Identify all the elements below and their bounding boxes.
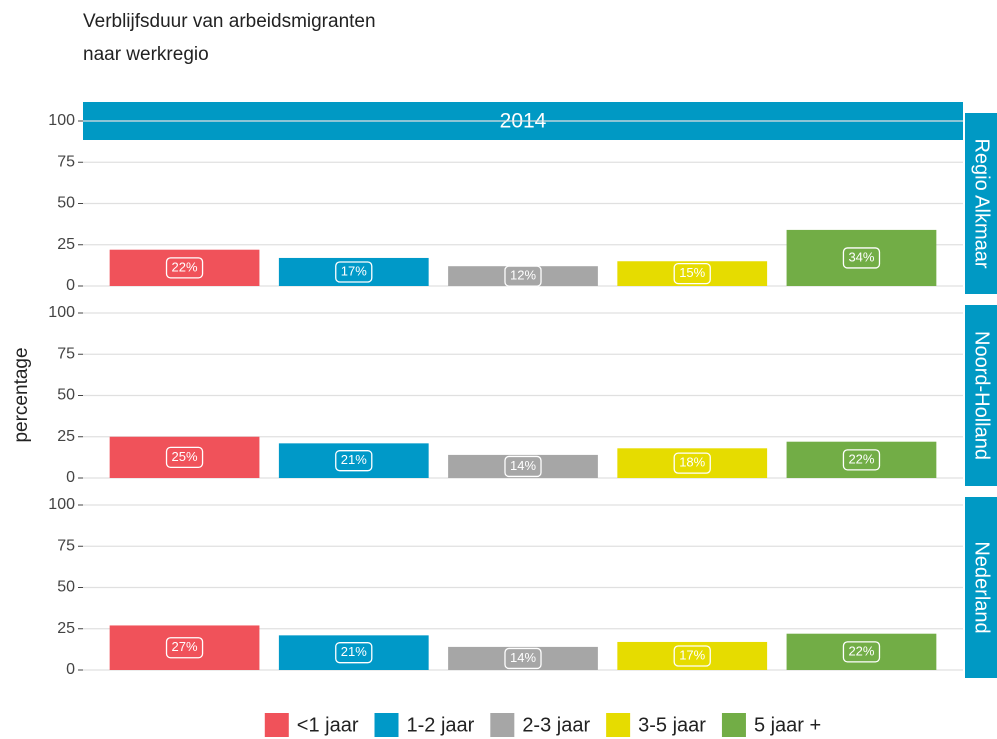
value-label: 27% (172, 639, 198, 654)
value-label-box (673, 452, 711, 474)
bar (109, 436, 260, 478)
value-label: 21% (341, 644, 367, 659)
value-label: 14% (510, 458, 536, 473)
y-tick-label: 25 (57, 236, 75, 253)
legend-label: 3-5 jaar (638, 714, 706, 736)
value-label: 15% (679, 265, 705, 280)
value-label: 21% (341, 452, 367, 467)
legend-label: 1-2 jaar (407, 714, 475, 736)
facet-label: Regio Alkmaar (971, 138, 993, 268)
facet-strip (965, 305, 997, 486)
y-tick-label: 25 (57, 428, 75, 445)
chart-title: Verblijfsduur van arbeidsmigranten (83, 11, 376, 32)
legend-label: 2-3 jaar (522, 714, 590, 736)
legend-swatch (490, 713, 515, 737)
value-label: 22% (848, 643, 874, 658)
facet-strip (965, 497, 997, 678)
value-label-box (842, 449, 881, 471)
bar (786, 441, 937, 478)
value-label-box (673, 262, 711, 285)
bar (786, 229, 937, 286)
facet-strip (965, 113, 997, 294)
value-label-box (504, 265, 542, 287)
y-tick-label: 100 (48, 304, 75, 321)
value-label: 17% (679, 647, 705, 662)
value-label-box (165, 637, 204, 659)
bar (786, 633, 937, 670)
y-tick-label: 100 (48, 112, 75, 129)
value-label: 17% (341, 263, 367, 278)
bar (448, 646, 598, 670)
value-label-box (165, 257, 204, 279)
facet-label: Noord-Holland (971, 331, 993, 460)
value-label-box (842, 641, 881, 663)
y-tick-label: 75 (57, 537, 75, 554)
y-tick-label: 0 (66, 469, 75, 486)
legend-label: <1 jaar (297, 714, 359, 736)
value-label-box (335, 261, 373, 283)
y-tick-label: 0 (66, 661, 75, 678)
y-tick-label: 0 (66, 277, 75, 294)
value-label-box (504, 647, 542, 670)
value-label-box (673, 645, 711, 667)
value-label: 18% (679, 455, 705, 470)
chart-title: naar werkregio (83, 44, 209, 65)
y-tick-label: 100 (48, 496, 75, 513)
legend-swatch (606, 713, 631, 737)
bar (109, 249, 260, 286)
value-label-box (335, 642, 373, 664)
y-axis-label: percentage (11, 347, 32, 442)
y-tick-label: 50 (57, 195, 75, 212)
y-tick-label: 75 (57, 345, 75, 362)
value-label-box (165, 446, 204, 469)
y-tick-label: 75 (57, 153, 75, 170)
value-label-box (504, 455, 542, 478)
bar (278, 635, 429, 670)
bar (448, 454, 598, 478)
value-label-box (335, 450, 373, 472)
y-tick-label: 50 (57, 387, 75, 404)
y-tick-label: 50 (57, 579, 75, 596)
value-label: 34% (848, 249, 874, 264)
bar (109, 625, 260, 670)
value-label: 14% (510, 650, 536, 665)
legend-label: 5 jaar + (754, 714, 821, 736)
legend-swatch (264, 713, 289, 737)
value-label: 25% (172, 449, 198, 464)
value-label: 22% (848, 451, 874, 466)
legend-swatch (721, 713, 746, 737)
legend-swatch (374, 713, 399, 737)
value-label-box (842, 247, 881, 269)
bar (448, 266, 598, 286)
bar (617, 261, 768, 286)
facet-label: Nederland (971, 541, 993, 633)
bar (278, 443, 429, 478)
value-label: 12% (510, 268, 536, 283)
value-label: 22% (172, 259, 198, 274)
y-tick-label: 25 (57, 620, 75, 637)
